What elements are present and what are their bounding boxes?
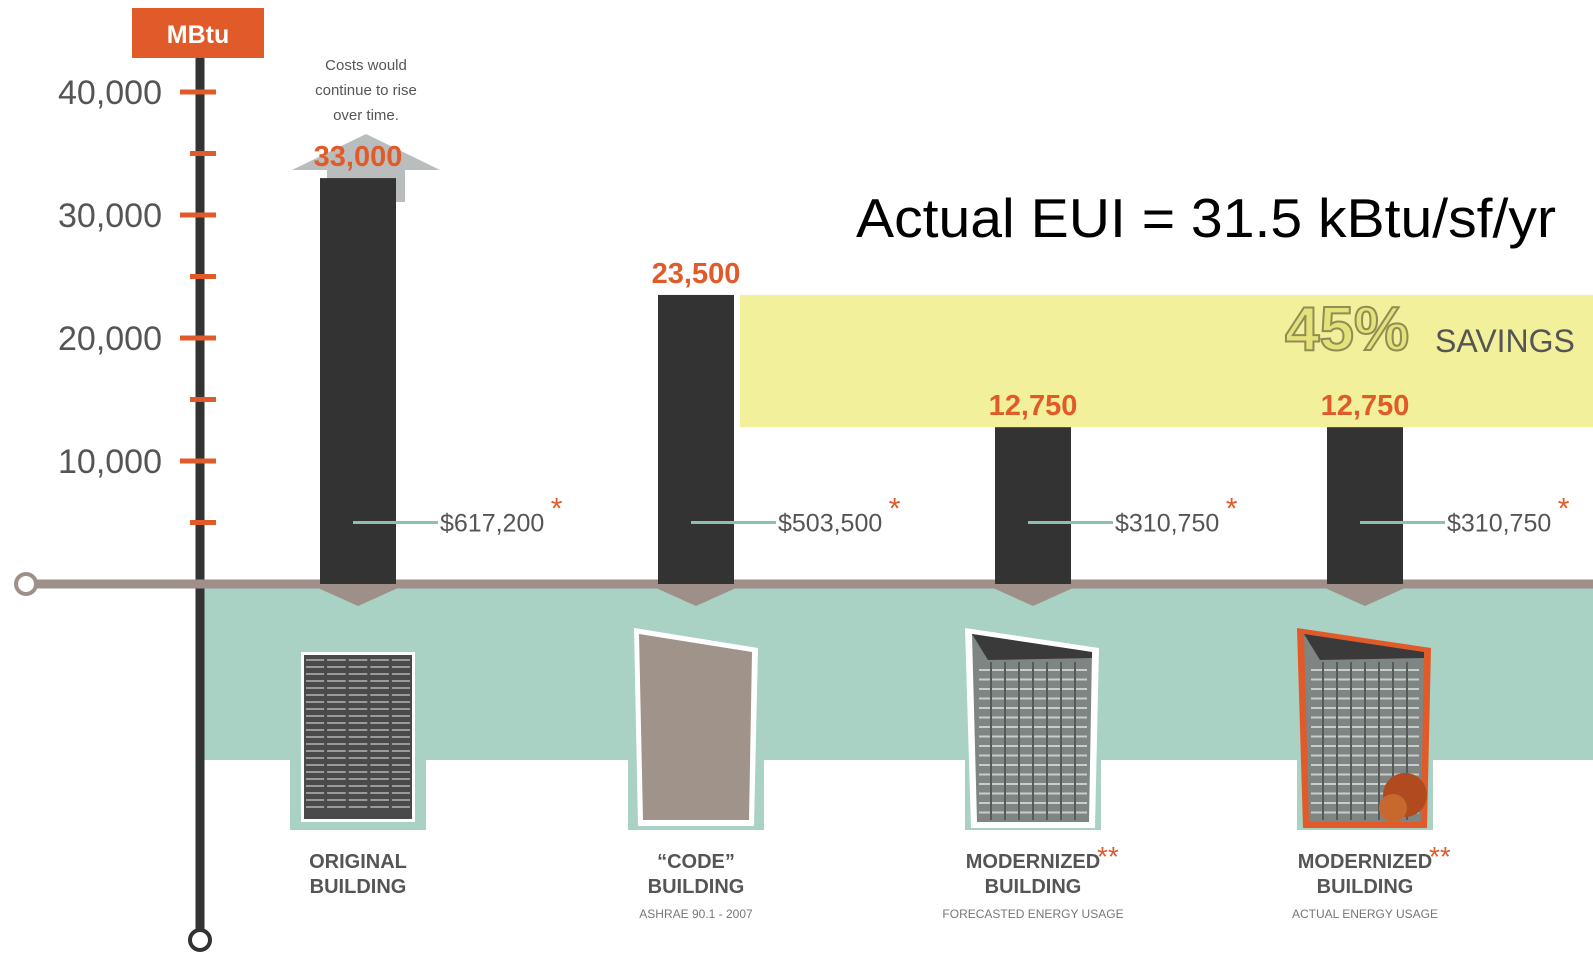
bar-series: 33,000$617,200 *23,500$503,500 *12,750$310… <box>314 141 1570 606</box>
building-name-line-2: BUILDING <box>310 876 407 898</box>
building-name-line-2: BUILDING <box>1317 876 1414 898</box>
headline: Actual EUI = 31.5 kBtu/sf/yr <box>856 187 1556 249</box>
cost-asterisk: * <box>1226 493 1238 526</box>
cost-asterisk: * <box>889 493 901 526</box>
unit-badge <box>132 8 264 58</box>
building-sublabel: FORECASTED ENERGY USAGE <box>942 907 1123 921</box>
bar-value-label: 33,000 <box>314 141 403 173</box>
building-name-line-2: BUILDING <box>985 876 1082 898</box>
y-axis-ticks: 40,000 30,000 20,000 10,000 <box>58 74 216 525</box>
bar-value-label: 23,500 <box>652 258 741 290</box>
building-name-line-1: “CODE” <box>657 851 735 873</box>
bar-value-label: 12,750 <box>989 390 1078 422</box>
building-name-line-1: ORIGINAL <box>309 851 407 873</box>
baseline-start-circle <box>14 572 38 596</box>
bar-value-label: 12,750 <box>1321 390 1410 422</box>
building-name-line-1: MODERNIZED <box>1298 851 1432 873</box>
building-code-shape <box>639 634 752 820</box>
pointer-triangle <box>993 588 1073 606</box>
cost-asterisk: * <box>551 493 563 526</box>
tree-icon <box>1379 794 1407 822</box>
cost-label: $310,750 <box>1115 510 1219 538</box>
building-sublabel: ASHRAE 90.1 - 2007 <box>639 907 753 921</box>
building-name-asterisks: ** <box>1429 841 1451 872</box>
bar <box>1327 427 1403 584</box>
building-name-line-2: BUILDING <box>648 876 745 898</box>
y-tick-label: 40,000 <box>58 74 162 112</box>
savings-label: SAVINGS <box>1435 323 1575 359</box>
buildings: ORIGINAL BUILDING “CODE” BUILDING ASHRAE 90.… <box>290 628 1451 921</box>
arrow-note-line-2: continue to rise <box>315 82 417 99</box>
building-roof <box>972 634 1092 660</box>
building-name-asterisks: ** <box>1097 841 1119 872</box>
y-tick-label: 10,000 <box>58 443 162 481</box>
y-tick-label: 30,000 <box>58 197 162 235</box>
bar <box>320 178 396 584</box>
building-sublabel: ACTUAL ENERGY USAGE <box>1292 907 1438 921</box>
savings-band <box>740 294 1593 428</box>
building-roof <box>1304 634 1424 660</box>
bar <box>658 294 734 584</box>
cost-label: $617,200 <box>440 510 544 538</box>
building-name-line-1: MODERNIZED <box>966 851 1100 873</box>
cost-label: $310,750 <box>1447 510 1551 538</box>
y-tick-label: 20,000 <box>58 320 162 358</box>
unit-badge-label: MBtu <box>167 21 229 49</box>
arrow-note-line-1: Costs would <box>325 57 407 74</box>
arrow-note-line-3: over time. <box>333 107 399 124</box>
savings-percent: 45% <box>1285 295 1409 364</box>
cost-asterisk: * <box>1558 493 1570 526</box>
pointer-triangle <box>1325 588 1405 606</box>
bar <box>995 427 1071 584</box>
y-axis-end-circle <box>188 928 212 952</box>
cost-label: $503,500 <box>778 510 882 538</box>
pointer-triangle <box>656 588 736 606</box>
pointer-triangle <box>318 588 398 606</box>
